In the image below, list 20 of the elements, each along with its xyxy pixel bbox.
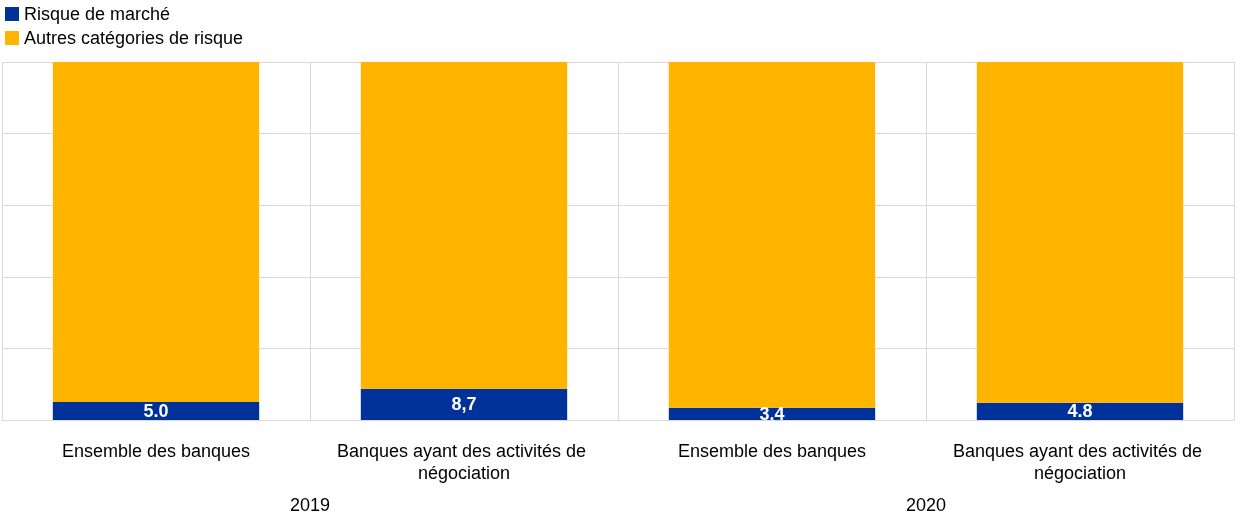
data-label: 4.8	[1067, 401, 1093, 422]
legend-label: Risque de marché	[24, 4, 171, 24]
x-tick-label: Ensemble des banques	[61, 441, 251, 461]
bar	[360, 62, 568, 389]
bar	[976, 402, 1184, 420]
bar	[360, 388, 568, 420]
legend-label: Autres catégories de risque	[24, 28, 244, 48]
bar	[668, 407, 876, 420]
text: 2020	[905, 495, 947, 515]
data-label: 3.4	[759, 403, 785, 424]
bar	[52, 402, 260, 420]
bar	[52, 62, 260, 403]
bar	[976, 62, 1184, 403]
x-tick-label: Banques ayant des activités de négociation	[336, 441, 592, 483]
x-tick-label: Banques ayant des activités de négociation	[952, 441, 1208, 483]
data-label: 8,7	[451, 394, 477, 415]
data-label: 5.0	[143, 401, 169, 422]
bar	[668, 62, 876, 408]
x-tick-label: Ensemble des banques	[677, 441, 867, 461]
text: 2019	[289, 495, 331, 515]
